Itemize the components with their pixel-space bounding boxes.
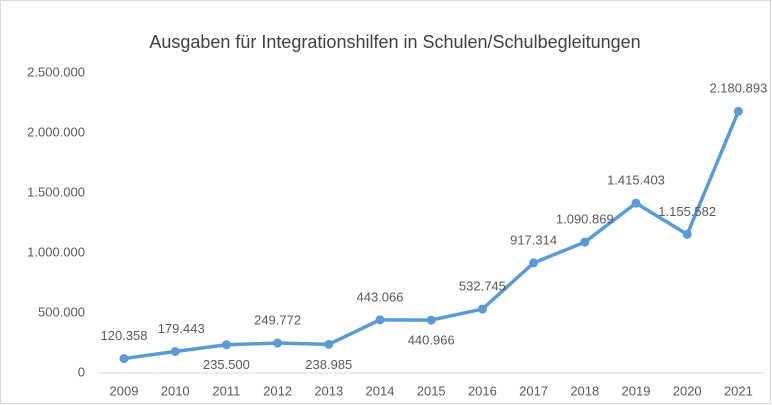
- data-label: 1.415.403: [607, 173, 665, 188]
- y-tick-label: 0: [78, 364, 85, 379]
- x-tick-label: 2016: [468, 383, 497, 398]
- marker: [477, 304, 487, 314]
- x-tick-label: 2009: [110, 383, 139, 398]
- marker: [631, 198, 641, 208]
- x-tick-label: 2011: [212, 383, 240, 398]
- marker: [324, 339, 334, 349]
- data-label: 238.985: [305, 357, 352, 372]
- data-label: 1.090.869: [556, 212, 614, 227]
- x-tick-label: 2010: [161, 383, 190, 398]
- marker: [733, 106, 743, 116]
- marker: [529, 258, 539, 268]
- data-label: 179.443: [158, 321, 205, 336]
- x-tick-label: 2017: [519, 383, 548, 398]
- marker: [273, 338, 283, 348]
- data-label: 2.180.893: [709, 81, 767, 96]
- marker: [221, 340, 231, 350]
- y-tick-label: 1.500.000: [27, 184, 85, 199]
- marker: [375, 315, 385, 325]
- y-tick-label: 2.500.000: [27, 64, 85, 79]
- x-tick-label: 2014: [366, 383, 395, 398]
- marker: [426, 315, 436, 325]
- y-tick-label: 1.000.000: [27, 244, 85, 259]
- marker: [119, 354, 129, 364]
- y-tick-label: 500.000: [38, 304, 85, 319]
- x-tick-label: 2019: [622, 383, 651, 398]
- x-tick-label: 2021: [724, 383, 753, 398]
- x-tick-label: 2013: [314, 383, 343, 398]
- data-label: 120.358: [101, 328, 148, 343]
- data-label: 1.155.582: [658, 204, 716, 219]
- data-label: 917.314: [510, 232, 557, 247]
- data-label: 235.500: [203, 357, 250, 372]
- data-label: 532.745: [459, 279, 506, 294]
- marker: [580, 237, 590, 247]
- x-tick-label: 2015: [417, 383, 446, 398]
- data-label: 440.966: [408, 333, 455, 348]
- marker: [682, 229, 692, 239]
- chart-title: Ausgaben für Integrationshilfen in Schul…: [149, 32, 640, 52]
- y-tick-label: 2.000.000: [27, 124, 85, 139]
- marker: [170, 346, 180, 356]
- x-tick-label: 2020: [673, 383, 702, 398]
- data-label: 249.772: [254, 312, 301, 327]
- x-tick-label: 2018: [570, 383, 599, 398]
- x-tick-label: 2012: [263, 383, 292, 398]
- data-label: 443.066: [357, 289, 404, 304]
